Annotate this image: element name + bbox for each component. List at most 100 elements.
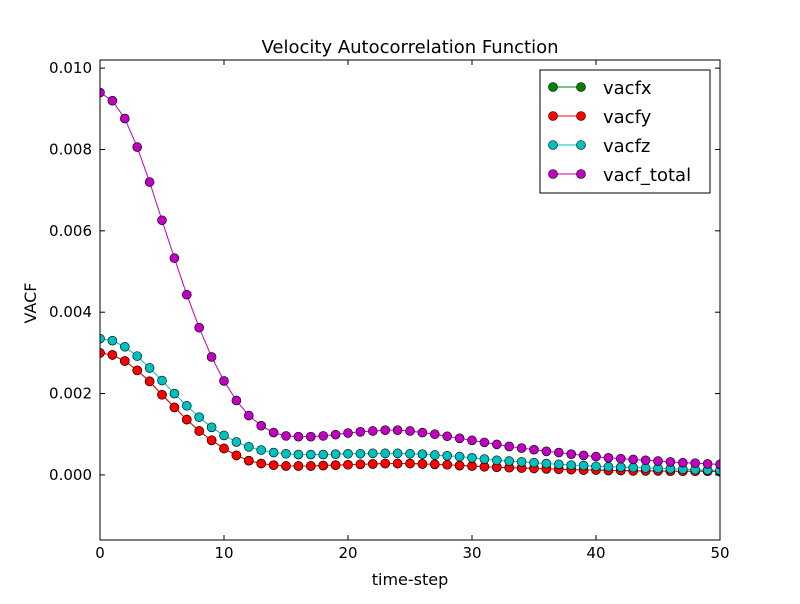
data-point — [702, 459, 713, 469]
data-point — [107, 335, 118, 346]
data-point — [380, 448, 391, 459]
legend-marker — [548, 140, 558, 150]
data-point — [504, 456, 515, 466]
data-point — [429, 429, 440, 440]
data-point — [157, 389, 167, 400]
data-point — [231, 437, 242, 447]
x-tick-label: 30 — [462, 544, 481, 562]
data-point — [529, 444, 539, 455]
data-point — [380, 458, 391, 469]
data-point — [578, 450, 589, 461]
data-point — [330, 449, 341, 459]
legend-marker — [576, 169, 586, 179]
data-point — [653, 456, 663, 466]
data-point — [417, 449, 428, 459]
data-point — [318, 449, 329, 460]
data-point — [132, 142, 142, 152]
y-tick-label: 0.008 — [49, 140, 92, 158]
data-point — [194, 426, 204, 436]
data-point — [194, 322, 204, 333]
data-point — [268, 427, 279, 438]
data-point — [553, 447, 564, 458]
data-point — [256, 420, 267, 431]
data-point — [491, 455, 502, 466]
y-tick-label: 0.000 — [49, 466, 92, 484]
legend-item-vacfz: vacfz — [548, 136, 650, 157]
data-point — [591, 461, 601, 472]
data-point — [182, 414, 192, 425]
data-point — [479, 437, 490, 448]
legend-box — [539, 69, 711, 194]
data-point — [516, 443, 527, 453]
x-tick-label: 0 — [95, 544, 105, 562]
data-point — [566, 460, 577, 470]
x-tick-label: 20 — [338, 544, 357, 562]
data-point — [219, 430, 229, 441]
legend-marker — [548, 169, 558, 179]
legend-label: vacfx — [603, 78, 652, 99]
x-tick-label: 40 — [586, 544, 605, 562]
data-point — [318, 431, 329, 441]
data-point — [157, 375, 167, 386]
data-point — [405, 458, 415, 469]
data-point — [615, 462, 626, 472]
data-point — [256, 445, 267, 455]
data-point — [318, 460, 329, 471]
chart-legend: vacfx vacfy vacfz vacf_total — [539, 69, 711, 194]
data-point — [665, 457, 676, 467]
legend-marker — [548, 111, 558, 121]
data-point — [120, 113, 130, 124]
data-point — [169, 402, 180, 413]
data-point — [330, 429, 341, 440]
legend-item-vacfx: vacfx — [548, 78, 652, 99]
data-point — [157, 215, 167, 226]
data-point — [169, 388, 180, 399]
plot-area — [100, 87, 720, 477]
data-point — [281, 448, 291, 459]
legend-marker — [576, 82, 586, 92]
data-point — [442, 431, 453, 442]
data-point — [603, 461, 614, 472]
series-vacfy — [100, 348, 720, 477]
data-point — [516, 457, 527, 467]
data-point — [355, 459, 366, 470]
data-point — [182, 289, 192, 300]
data-point — [454, 460, 465, 471]
data-point — [219, 443, 229, 454]
legend-label: vacfz — [603, 136, 650, 157]
data-point — [429, 459, 440, 470]
legend-item-vacfy: vacfy — [548, 107, 652, 128]
data-point — [591, 451, 601, 462]
data-point — [244, 455, 254, 466]
data-point — [392, 458, 403, 469]
y-axis-label: VACF — [21, 283, 40, 324]
data-point — [541, 446, 552, 457]
data-point — [244, 410, 254, 421]
data-point — [690, 458, 701, 468]
y-tick-label: 0.004 — [49, 303, 92, 321]
data-point — [417, 459, 428, 469]
data-point — [120, 356, 130, 366]
data-point — [244, 442, 254, 452]
series-vacf_total — [100, 87, 720, 470]
data-point — [615, 453, 626, 464]
data-point — [367, 459, 378, 469]
chart-title: Velocity Autocorrelation Function — [262, 37, 559, 58]
data-point — [454, 451, 465, 462]
legend-item-vacf_total: vacf_total — [548, 165, 691, 186]
data-point — [231, 450, 242, 461]
data-point — [405, 426, 415, 436]
data-point — [281, 461, 291, 471]
data-point — [603, 453, 614, 463]
data-point — [100, 87, 105, 98]
data-point — [144, 376, 155, 387]
x-tick-label: 50 — [710, 544, 729, 562]
data-point — [442, 459, 453, 470]
data-point — [169, 253, 180, 263]
data-point — [355, 426, 366, 437]
data-point — [467, 453, 477, 463]
data-point — [454, 433, 465, 444]
data-point — [541, 458, 552, 469]
data-point — [182, 400, 192, 411]
